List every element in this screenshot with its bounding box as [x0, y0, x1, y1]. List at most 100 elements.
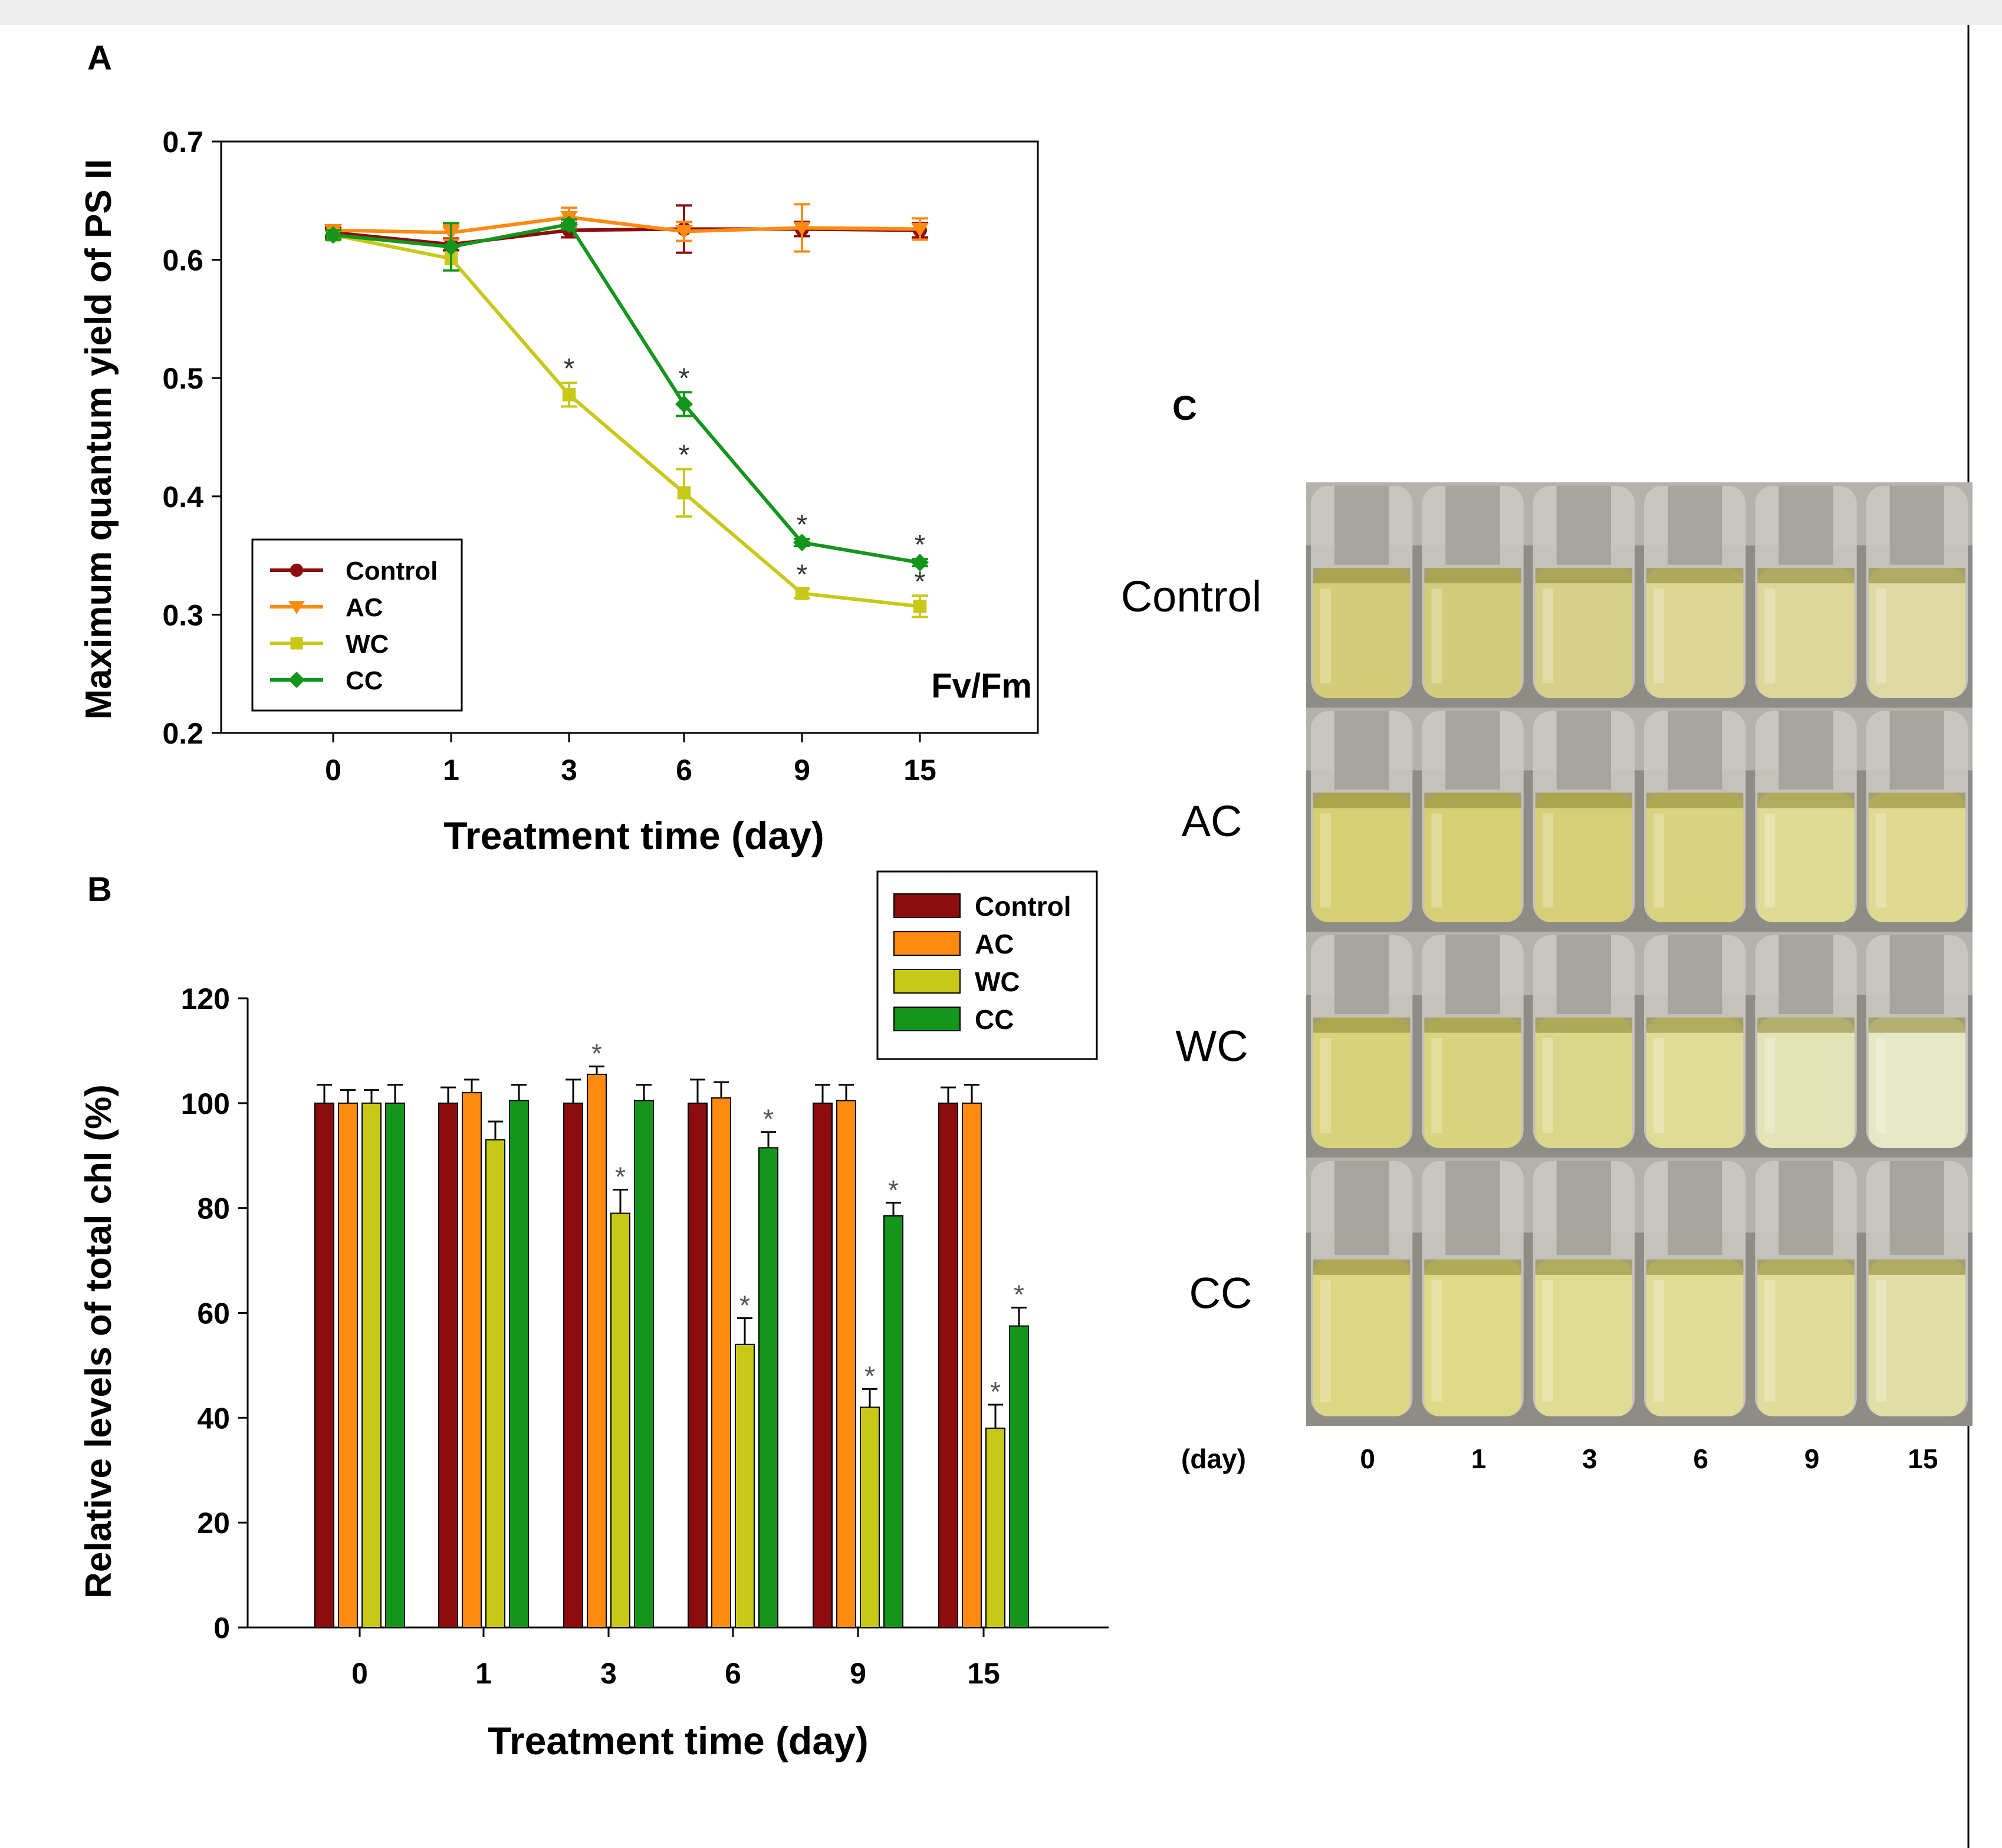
chart-b-legend-swatch-cc	[893, 1007, 961, 1031]
tube-liquid	[1424, 1259, 1521, 1416]
chart-b-xtick-label: 1	[475, 1657, 492, 1690]
chart-b-sig-cc: *	[763, 1104, 774, 1135]
tube-meniscus	[1424, 1017, 1521, 1033]
chart-b-bar-cc	[509, 1100, 529, 1628]
tube-liquid	[1757, 1259, 1855, 1416]
chart-b-ytick-label: 100	[181, 1087, 230, 1120]
photo-day-tick: 9	[1804, 1443, 1820, 1474]
tube-highlight	[1875, 1280, 1886, 1402]
tube-inner-sleeve	[1556, 486, 1611, 565]
tube-inner-sleeve	[1779, 486, 1833, 565]
photo-day-tick: 6	[1693, 1443, 1708, 1474]
tube-meniscus	[1646, 568, 1744, 584]
chart-b-xtick-label: 6	[725, 1657, 741, 1690]
chart-b-bar-control	[813, 1102, 833, 1629]
chart-a-point-ac	[911, 222, 929, 237]
chart-b-sig-wc: *	[990, 1376, 1001, 1407]
chart-a-point-ac	[793, 221, 811, 236]
chart-a-annotation: Fv/Fm	[931, 667, 1032, 705]
tube-liquid	[1868, 568, 1965, 698]
chart-b-bar-wc	[610, 1212, 630, 1628]
chart-b-ytick-label: 120	[181, 982, 230, 1015]
chart-a-line-ac	[333, 215, 921, 235]
tube-highlight	[1875, 588, 1886, 683]
tube-liquid	[1757, 1017, 1855, 1148]
chart-b-bar-wc	[735, 1343, 755, 1629]
tube-meniscus	[1868, 793, 1965, 808]
chart-a-point-wc	[677, 486, 691, 500]
tube-meniscus	[1646, 1259, 1744, 1275]
chart-a-sig-wc: *	[797, 559, 808, 590]
photo-row-label-control: Control	[1121, 572, 1262, 621]
tube-highlight	[1431, 813, 1442, 907]
chart-a-point-ac	[675, 225, 693, 239]
tube-meniscus	[1646, 793, 1744, 808]
chart-b-legend-label-ac: AC	[975, 929, 1014, 959]
photo-panel: (day) Control AC WC CC 0 1 3 6 9 15	[1121, 482, 1973, 1474]
tube-meniscus	[1313, 1259, 1411, 1275]
chart-a-xtick-label: 6	[676, 754, 692, 787]
chart-b-bar-ac	[587, 1073, 607, 1629]
tube-meniscus	[1868, 568, 1965, 584]
photo-row-backdrop-control	[1306, 482, 1973, 545]
tube-inner-sleeve	[1668, 711, 1722, 790]
photo-row-backdrop-wc	[1306, 932, 1973, 995]
chart-b-xtick-label: 0	[351, 1657, 368, 1690]
chart-b-xtick-label: 9	[850, 1657, 866, 1690]
chart-a-ytick-label: 0.3	[162, 599, 203, 632]
chart-b-xlabel: Treatment time (day)	[488, 1719, 869, 1762]
chart-b-bar-wc	[361, 1102, 382, 1629]
tube-meniscus	[1535, 793, 1632, 808]
chart-a-legend-marker-ac	[288, 601, 305, 614]
chart-b-ytick-label: 60	[197, 1297, 230, 1330]
tube-highlight	[1653, 1280, 1664, 1402]
tube-liquid	[1313, 1259, 1411, 1416]
tube-highlight	[1542, 1280, 1553, 1402]
chart-b-bar-cc	[634, 1100, 654, 1628]
tube-inner-sleeve	[1445, 1161, 1500, 1255]
panel-b-label: B	[87, 870, 112, 909]
chart-a-legend-label-cc: CC	[346, 666, 383, 695]
tube-highlight	[1320, 813, 1331, 907]
chart-a-sig-wc: *	[679, 440, 690, 471]
tube-inner-sleeve	[1668, 486, 1722, 565]
chart-b-sig-cc: *	[888, 1175, 899, 1205]
tube-meniscus	[1757, 793, 1855, 808]
photo-row-backdrop-ac	[1306, 708, 1973, 771]
chart-b-bar-wc	[860, 1406, 880, 1629]
tube-meniscus	[1424, 1259, 1521, 1275]
tube-liquid	[1313, 1017, 1411, 1148]
photo-row-label-cc: CC	[1189, 1269, 1253, 1318]
photo-row-backdrop-cc	[1306, 1158, 1973, 1233]
tube-highlight	[1653, 1038, 1664, 1133]
chart-a-xtick-label: 9	[794, 754, 810, 787]
tube-meniscus	[1313, 1017, 1411, 1033]
chart-b-bar-cc	[385, 1102, 405, 1629]
chart-a-point-cc	[911, 554, 929, 572]
chart-b-xtick-label: 15	[967, 1657, 1000, 1690]
chart-b-bar-ac	[836, 1100, 856, 1628]
tube-liquid	[1646, 793, 1744, 922]
chart-a-point-cc	[442, 238, 460, 256]
chart-a-sig-wc: *	[564, 353, 575, 384]
tube-meniscus	[1757, 1259, 1855, 1275]
chart-a-ytick-label: 0.7	[162, 126, 203, 159]
tube-highlight	[1320, 1038, 1331, 1133]
chart-b-bar-cc	[758, 1147, 778, 1628]
tube-liquid	[1646, 1259, 1744, 1416]
chart-b-ytick-label: 80	[197, 1192, 230, 1225]
chart-a-legend-marker-wc	[290, 637, 303, 650]
tube-liquid	[1535, 793, 1632, 922]
tube-inner-sleeve	[1334, 711, 1389, 790]
tube-liquid	[1313, 793, 1411, 922]
panel-a-label: A	[87, 39, 112, 77]
chart-a-legend-box	[251, 538, 463, 712]
chart-b-sig-ac: *	[591, 1038, 602, 1069]
tube-highlight	[1431, 1280, 1442, 1402]
chart-a-ytick-label: 0.6	[162, 244, 203, 277]
tube-inner-sleeve	[1334, 935, 1389, 1015]
tube-meniscus	[1424, 793, 1521, 808]
chart-a-line-cc	[333, 222, 921, 565]
top-strip	[0, 0, 2002, 25]
